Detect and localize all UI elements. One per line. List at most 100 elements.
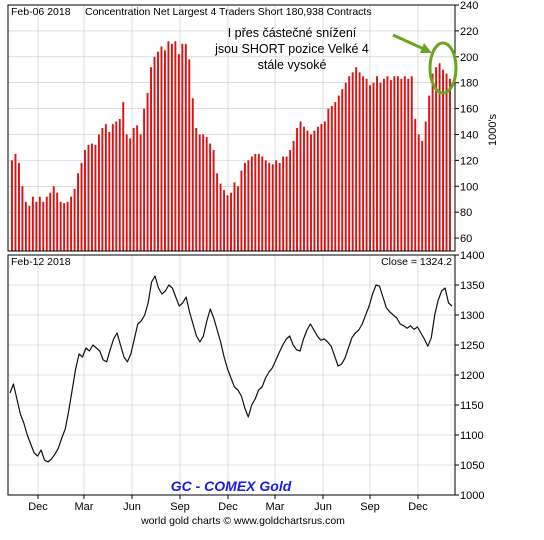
bar (18, 162, 20, 251)
top-panel-title: Concentration Net Largest 4 Traders Shor… (85, 6, 372, 18)
bar (157, 51, 159, 251)
bar (223, 190, 225, 251)
bar (226, 195, 229, 251)
bar (38, 196, 41, 251)
bar (243, 162, 246, 251)
bar (42, 201, 45, 251)
bar (202, 134, 205, 251)
bar (184, 43, 187, 252)
bar (247, 160, 250, 251)
bar (115, 121, 118, 251)
annotation-line-2: jsou SHORT pozice Velké 4 (214, 42, 369, 56)
bar (167, 41, 170, 251)
bar (80, 162, 83, 251)
bar (191, 98, 194, 251)
bar (205, 137, 208, 251)
bar (438, 63, 441, 252)
bar (66, 201, 69, 251)
bar (376, 76, 378, 252)
bottom-y-tick-label: 1200 (460, 370, 484, 382)
bar (188, 59, 191, 251)
bar (118, 118, 121, 251)
bar (261, 156, 264, 251)
top-y-tick-label: 180 (460, 78, 478, 90)
bar (77, 173, 79, 251)
bar (108, 131, 111, 251)
bar (306, 130, 309, 251)
bottom-panel-close-label: Close = 1324.2 (381, 256, 452, 268)
bar (417, 134, 420, 251)
bar (24, 201, 27, 251)
bar (139, 134, 142, 251)
bar (49, 192, 52, 251)
annotation-ring (428, 41, 458, 95)
top-panel-y-ticks: 60 80 100 120 140 160 180 200 220 240 (455, 0, 478, 245)
bar (264, 160, 267, 251)
top-y-tick-label: 80 (460, 207, 472, 219)
bar (365, 78, 368, 251)
bottom-y-tick-label: 1400 (460, 250, 484, 262)
bar (424, 121, 427, 251)
bar (153, 56, 156, 251)
bar (254, 153, 257, 251)
bar (146, 93, 149, 251)
x-tick-label: Jun (314, 501, 332, 513)
bar (150, 67, 152, 252)
bar (303, 126, 305, 251)
bar (355, 67, 358, 252)
bar (299, 121, 302, 251)
bottom-y-tick-label: 1300 (460, 310, 484, 322)
bottom-y-tick-label: 1250 (460, 340, 484, 352)
x-tick-label: Sep (170, 501, 190, 513)
bar (94, 144, 97, 251)
top-y-tick-label: 140 (460, 129, 478, 141)
x-tick-label: Jun (123, 501, 141, 513)
footer-credit: world gold charts © www.goldchartsrus.co… (140, 515, 345, 527)
bar (407, 78, 410, 251)
top-y-tick-label: 200 (460, 52, 478, 64)
bar (344, 82, 347, 252)
bar (132, 128, 135, 251)
bar (198, 134, 201, 251)
bar (21, 186, 24, 251)
bar (334, 102, 337, 251)
bar (431, 73, 434, 252)
bar (268, 162, 271, 251)
bar (56, 192, 59, 251)
bar (316, 126, 319, 251)
bottom-panel-y-ticks: 1000 1050 1100 1150 1200 1250 1300 1350 1400 (455, 250, 484, 502)
top-panel-frame (7, 4, 456, 252)
annotation-line-3: stále vysoké (258, 58, 327, 72)
bottom-y-tick-label: 1050 (460, 460, 484, 472)
top-y-tick-label: 160 (460, 104, 478, 116)
bar (383, 78, 385, 251)
bar (379, 82, 382, 252)
bar (195, 128, 198, 251)
bar (386, 76, 389, 252)
bar (442, 69, 444, 252)
bar (445, 73, 448, 252)
bar (327, 108, 330, 251)
top-panel-bars (11, 41, 451, 252)
bar (296, 128, 298, 251)
bar (73, 188, 76, 251)
x-tick-label: Mar (75, 501, 94, 513)
x-tick-label: Dec (28, 501, 48, 513)
bar (230, 192, 232, 251)
bar (233, 182, 236, 251)
top-y-tick-label: 100 (460, 181, 478, 193)
bar (125, 134, 128, 251)
bar (101, 128, 104, 251)
bar (174, 41, 177, 251)
bar (400, 78, 403, 251)
bar (330, 105, 333, 252)
bottom-panel-x-ticks: Dec Mar Jun Sep Dec Mar Jun Sep Dec (28, 495, 428, 513)
bar (240, 170, 243, 251)
instrument-label: GC - COMEX Gold (171, 478, 292, 494)
bar (177, 54, 180, 252)
top-panel-date-label: Feb-06 2018 (11, 6, 71, 18)
x-tick-label: Dec (408, 501, 428, 513)
bar (11, 160, 13, 251)
bar (396, 76, 399, 252)
